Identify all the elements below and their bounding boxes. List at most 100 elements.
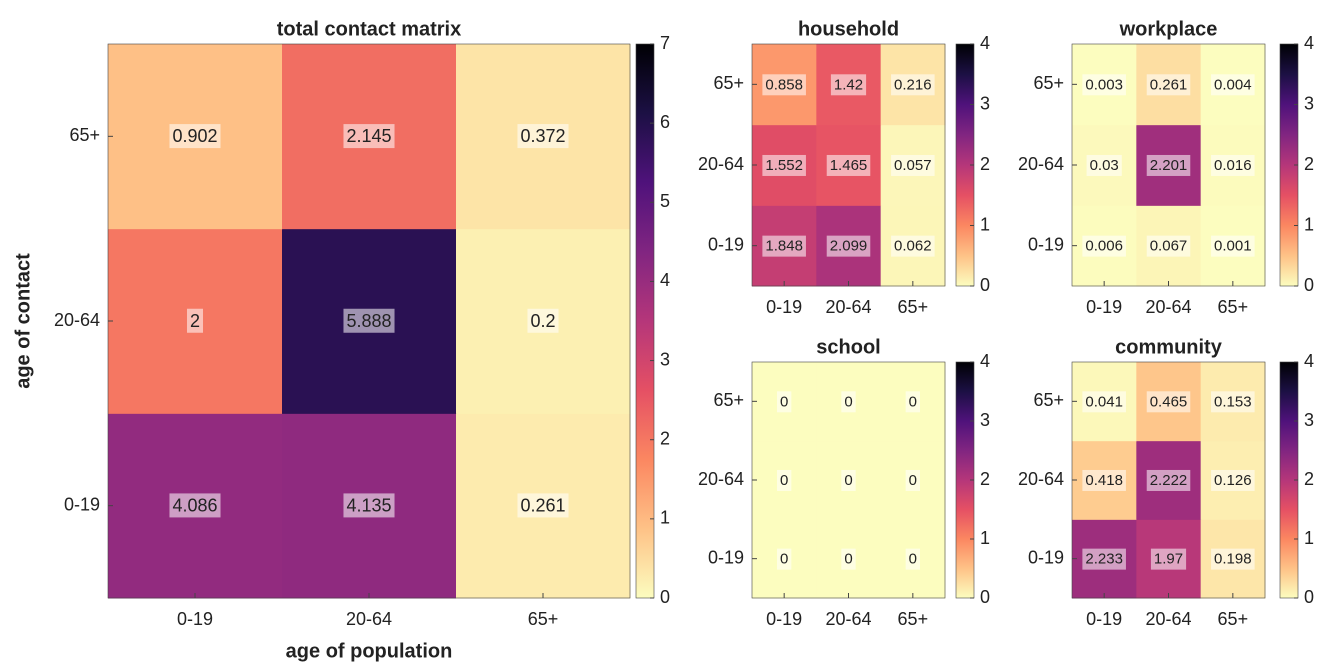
colorbar-tick-label: 0 <box>1304 275 1314 295</box>
cell-label-background <box>841 548 856 570</box>
cell-label-background <box>1211 548 1255 570</box>
cell-label-background <box>762 74 806 96</box>
cell-label-background <box>1150 548 1187 570</box>
cell-value-label: 0.062 <box>894 238 932 255</box>
cell-value-label: 0.372 <box>520 126 565 146</box>
cell-value-label: 1.552 <box>765 157 803 174</box>
cell-label-background <box>527 308 559 333</box>
cell-label-background <box>1146 74 1191 96</box>
cell-value-label: 0.006 <box>1085 238 1123 255</box>
cell-label-background <box>1211 74 1255 96</box>
cell-value-label: 0 <box>844 472 852 489</box>
cell-value-label: 0.261 <box>1150 76 1188 93</box>
chart-title: household <box>798 18 899 40</box>
cell-label-background <box>891 74 935 96</box>
heatmap-panel: 0.006 0.067 0.001 0.03 2.201 0.016 0.003 0.261 0… <box>1018 18 1314 316</box>
colorbar-tick-label: 2 <box>660 428 670 448</box>
cell-value-label: 2.222 <box>1150 472 1188 489</box>
heatmap-panel: 4.086 4.135 0.261 2 5.888 0.2 0.902 2.145 0.372 0… <box>12 18 670 662</box>
cell-label-background <box>762 235 806 257</box>
cell-value-label: 0.03 <box>1090 157 1119 174</box>
heatmap-panel: 0 0 0 0 0 0 0 0 0 0-19 20-64 65+ 0-19 20-64 65+ school 0… <box>698 336 990 628</box>
cell-value-label: 0 <box>844 551 852 568</box>
cell-value-label: 0 <box>844 393 852 410</box>
cell-value-label: 1.465 <box>830 157 868 174</box>
cell-value-label: 0.902 <box>172 126 217 146</box>
cell-value-label: 0 <box>909 393 917 410</box>
cell-value-label: 0.041 <box>1085 393 1123 410</box>
cell-value-label: 0.858 <box>765 76 803 93</box>
y-tick-label: 65+ <box>69 125 100 145</box>
cell-value-label: 0.004 <box>1214 76 1252 93</box>
cell-label-background <box>830 74 867 96</box>
colorbar-tick-label: 3 <box>980 93 990 113</box>
cell-label-background <box>186 308 204 333</box>
x-tick-label: 65+ <box>898 297 929 317</box>
cell-label-background <box>776 391 792 413</box>
cell-label-background <box>776 548 792 570</box>
cell-value-label: 4.135 <box>346 495 391 515</box>
cell-label-background <box>1146 235 1191 257</box>
y-tick-label: 65+ <box>713 390 744 410</box>
cell-label-background <box>1146 154 1191 176</box>
colorbar-tick-label: 1 <box>980 528 990 548</box>
x-tick-label: 65+ <box>1218 297 1249 317</box>
cell-label-background <box>1082 548 1126 570</box>
cell-value-label: 2.233 <box>1085 551 1123 568</box>
cell-value-label: 0.067 <box>1150 238 1188 255</box>
cell-label-background <box>169 124 221 149</box>
y-tick-label: 65+ <box>1033 390 1064 410</box>
cell-label-background <box>762 154 806 176</box>
cell-value-label: 0.126 <box>1214 472 1252 489</box>
cell-value-label: 0.057 <box>894 157 932 174</box>
colorbar-tick-label: 4 <box>1304 351 1314 371</box>
colorbar-tick-label: 0 <box>980 587 990 607</box>
x-tick-label: 65+ <box>528 609 559 629</box>
x-tick-label: 20-64 <box>825 297 871 317</box>
y-tick-label: 20-64 <box>698 469 744 489</box>
chart-title: school <box>816 336 880 358</box>
cell-label-background <box>1082 391 1126 413</box>
cell-label-background <box>1082 469 1126 491</box>
cell-value-label: 1.42 <box>834 76 863 93</box>
cell-label-background <box>343 308 395 333</box>
colorbar-tick-label: 3 <box>1304 410 1314 430</box>
cell-label-background <box>517 493 569 518</box>
colorbar-tick-label: 2 <box>1304 469 1314 489</box>
cell-value-label: 2.099 <box>830 238 868 255</box>
colorbar-tick-label: 0 <box>660 587 670 607</box>
cell-value-label: 0.2 <box>530 311 555 331</box>
cell-label-background <box>1082 235 1126 257</box>
cell-label-background <box>343 493 395 518</box>
y-tick-label: 65+ <box>1033 73 1064 93</box>
y-tick-label: 20-64 <box>1018 154 1064 174</box>
chart-title: total contact matrix <box>277 18 461 40</box>
colorbar-tick-label: 1 <box>980 214 990 234</box>
x-tick-label: 0-19 <box>1086 297 1122 317</box>
cell-value-label: 0.465 <box>1150 393 1188 410</box>
colorbar-tick-label: 4 <box>980 33 990 53</box>
cell-label-background <box>826 235 871 257</box>
colorbar-tick-label: 4 <box>660 270 670 290</box>
colorbar-tick-label: 3 <box>660 349 670 369</box>
cell-value-label: 0 <box>780 472 788 489</box>
cell-value-label: 0.016 <box>1214 157 1252 174</box>
y-tick-label: 20-64 <box>54 310 100 330</box>
y-axis-label: age of contact <box>12 253 34 389</box>
cell-value-label: 0 <box>909 551 917 568</box>
cell-value-label: 4.086 <box>172 495 217 515</box>
chart-title: workplace <box>1119 18 1218 40</box>
colorbar-tick-label: 2 <box>1304 154 1314 174</box>
x-tick-label: 0-19 <box>1086 609 1122 629</box>
cell-value-label: 1.848 <box>765 238 803 255</box>
cell-label-background <box>891 154 935 176</box>
colorbar-tick-label: 5 <box>660 191 670 211</box>
cell-label-background <box>1146 391 1191 413</box>
cell-label-background <box>1211 469 1255 491</box>
cell-label-background <box>343 124 395 149</box>
y-tick-label: 20-64 <box>698 154 744 174</box>
cell-label-background <box>891 235 935 257</box>
cell-value-label: 0.261 <box>520 495 565 515</box>
cell-value-label: 2.201 <box>1150 157 1188 174</box>
